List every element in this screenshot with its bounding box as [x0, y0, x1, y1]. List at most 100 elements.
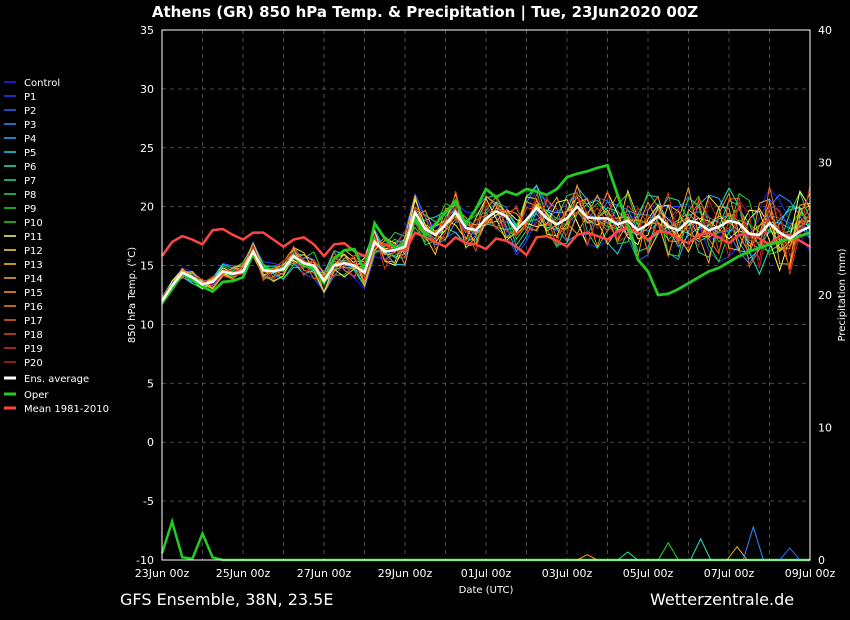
legend-label: Oper — [24, 390, 49, 401]
chart-title: Athens (GR) 850 hPa Temp. & Precipitatio… — [152, 3, 698, 22]
legend-label: P15 — [24, 288, 43, 299]
legend-item: P4 — [4, 134, 36, 145]
series-line-mean-1981-2010 — [160, 226, 811, 259]
legend-item: P1 — [4, 92, 36, 103]
precip-member-line — [657, 541, 679, 561]
x-tick-label: 29Jun 00z — [378, 567, 433, 580]
x-tick-label: 05Jul 00z — [623, 567, 674, 580]
legend-item: P20 — [4, 358, 43, 369]
legend-item: Ens. average — [4, 374, 89, 385]
y2-axis-ticks: 40 30 20 10 0 — [818, 24, 832, 567]
ensemble-member-line — [161, 191, 811, 303]
legend-item: P19 — [4, 344, 43, 355]
legend-label: P7 — [24, 176, 36, 187]
legend-label: P17 — [24, 316, 43, 327]
y-axis-label: 850 hPa Temp. (°C) — [127, 247, 138, 343]
legend-label: P10 — [24, 218, 43, 229]
x-tick-label: 23Jun 00z — [135, 567, 190, 580]
legend-label: P12 — [24, 246, 43, 257]
legend-item: P18 — [4, 330, 43, 341]
legend-label: P20 — [24, 358, 43, 369]
x-tick-label: 25Jun 00z — [216, 567, 271, 580]
y-tick-label: -5 — [143, 495, 154, 508]
x-tick-label: 03Jul 00z — [542, 567, 593, 580]
grid — [162, 29, 810, 561]
legend-item: P2 — [4, 106, 36, 117]
legend-item: Control — [4, 78, 60, 89]
legend-label: P19 — [24, 344, 43, 355]
legend-item: P11 — [4, 232, 43, 243]
y-tick-label: 0 — [147, 436, 154, 449]
legend-label: P6 — [24, 162, 36, 173]
legend-label: P1 — [24, 92, 36, 103]
legend-label: P14 — [24, 274, 43, 285]
legend-label: P4 — [24, 134, 36, 145]
series-line-oper — [160, 163, 811, 305]
legend-item: P17 — [4, 316, 43, 327]
y-tick-label: -10 — [136, 554, 154, 567]
y-tick-label: 25 — [140, 142, 154, 155]
legend-label: P11 — [24, 232, 43, 243]
ensemble-member-line — [161, 193, 811, 301]
legend-item: P6 — [4, 162, 36, 173]
y2-axis-label: Precipitation (mm) — [837, 248, 848, 341]
legend-item: P13 — [4, 260, 43, 271]
legend-item: P5 — [4, 148, 36, 159]
series-line-ens-average — [160, 204, 811, 302]
ensemble-member-line — [161, 186, 811, 303]
legend-label: P5 — [24, 148, 36, 159]
x-axis-ticks: 23Jun 00z 25Jun 00z 27Jun 00z 29Jun 00z 01Ju… — [135, 567, 836, 580]
y2-tick-label: 10 — [818, 422, 832, 435]
legend-item: Mean 1981-2010 — [4, 404, 109, 415]
x-axis-label: Date (UTC) — [459, 585, 514, 596]
legend-label: P3 — [24, 120, 36, 131]
series-lines — [160, 163, 811, 305]
x-tick-label: 07Jul 00z — [704, 567, 755, 580]
legend-item: P8 — [4, 190, 36, 201]
x-tick-label: 09Jul 00z — [785, 567, 836, 580]
precip-member-line — [742, 525, 764, 561]
precip-member-line — [617, 551, 639, 561]
footer-source: GFS Ensemble, 38N, 23.5E — [120, 590, 334, 609]
legend: Control P1 P2 P3 P4 P5 P6 P7 P8 P9 P10 P11 P12 P13 P14… — [4, 78, 109, 415]
y2-tick-label: 0 — [818, 554, 825, 567]
y-tick-label: 20 — [140, 201, 154, 214]
legend-item: P10 — [4, 218, 43, 229]
footer-site: Wetterzentrale.de — [650, 590, 795, 609]
legend-item: P16 — [4, 302, 43, 313]
y2-tick-label: 30 — [818, 157, 832, 170]
ensemble-member-line — [161, 187, 811, 301]
y-tick-label: 15 — [140, 260, 154, 273]
precip-member-line — [690, 537, 712, 561]
legend-item: P3 — [4, 120, 36, 131]
precip-member-line — [779, 547, 801, 561]
legend-label: Ens. average — [24, 374, 89, 385]
precip-member-line — [726, 545, 748, 561]
y-tick-label: 30 — [140, 83, 154, 96]
legend-item: P9 — [4, 204, 36, 215]
x-tick-label: 01Jul 00z — [461, 567, 512, 580]
legend-item: P12 — [4, 246, 43, 257]
plot-frame — [161, 29, 811, 561]
y2-tick-label: 40 — [818, 24, 832, 37]
legend-label: P9 — [24, 204, 36, 215]
y-tick-label: 5 — [147, 377, 154, 390]
y-axis-ticks: 35 30 25 20 15 10 5 0 -5 -10 — [136, 24, 154, 567]
legend-label: Control — [24, 78, 60, 89]
legend-label: P13 — [24, 260, 43, 271]
legend-item: P15 — [4, 288, 43, 299]
legend-item: P7 — [4, 176, 36, 187]
y2-tick-label: 20 — [818, 289, 832, 302]
legend-label: P18 — [24, 330, 43, 341]
precip-member-line — [576, 554, 598, 561]
legend-item: Oper — [4, 390, 49, 401]
y-tick-label: 10 — [140, 318, 154, 331]
legend-label: Mean 1981-2010 — [24, 404, 109, 415]
y-tick-label: 35 — [140, 24, 154, 37]
legend-label: P16 — [24, 302, 43, 313]
legend-label: P2 — [24, 106, 36, 117]
x-tick-label: 27Jun 00z — [297, 567, 352, 580]
legend-item: P14 — [4, 274, 43, 285]
legend-label: P8 — [24, 190, 36, 201]
